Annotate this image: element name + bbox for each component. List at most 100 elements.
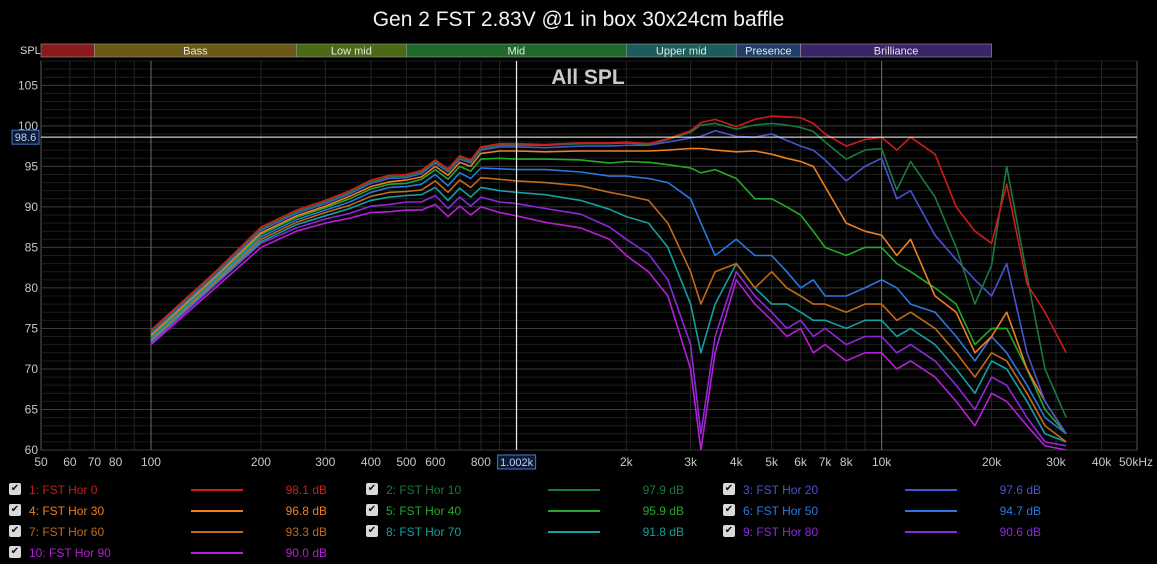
- legend-series-name: 4: FST Hor 30: [29, 504, 105, 518]
- legend-item[interactable]: ✔ 8: FST Hor 70 91.8 dB: [366, 522, 706, 542]
- x-tick-label: 30k: [1046, 455, 1066, 469]
- cursor-y-box: [11, 129, 40, 145]
- band-label: Brilliance: [874, 46, 919, 58]
- series-group: [150, 115, 1067, 450]
- band-label: Mid: [507, 46, 525, 58]
- band-label: Upper mid: [656, 46, 707, 58]
- legend-series-value: 90.0 dB: [285, 546, 327, 560]
- legend-item[interactable]: ✔ 7: FST Hor 60 93.3 dB: [9, 522, 349, 542]
- series-line-6[interactable]: [150, 167, 1067, 435]
- x-tick-label: 800: [471, 455, 491, 469]
- legend-series-value: 91.8 dB: [642, 525, 684, 539]
- series-line-7[interactable]: [150, 176, 1067, 443]
- x-tick-label: 10k: [872, 455, 892, 469]
- x-tick-label: 6k: [794, 455, 808, 469]
- series-line-4[interactable]: [150, 147, 1067, 435]
- cursor-x-label: 1.002k: [500, 457, 534, 469]
- legend-series-value: 97.6 dB: [999, 483, 1041, 497]
- legend-series-value: 97.9 dB: [642, 483, 684, 497]
- y-tick-label: 60: [25, 443, 39, 457]
- x-tick-label: 400: [361, 455, 381, 469]
- legend-series-value: 98.1 dB: [285, 483, 327, 497]
- x-tick-label: 20k: [982, 455, 1002, 469]
- band-label: Low mid: [331, 46, 372, 58]
- x-tick-label: 300: [315, 455, 335, 469]
- x-tick-label: 80: [109, 455, 123, 469]
- cursor-x-box: [497, 454, 537, 470]
- legend-series-name: 8: FST Hor 70: [386, 525, 462, 539]
- series-line-9[interactable]: [150, 194, 1067, 447]
- legend-swatch: [191, 552, 243, 554]
- legend-item[interactable]: ✔ 4: FST Hor 30 96.8 dB: [9, 501, 349, 521]
- x-tick-label: 60: [63, 455, 77, 469]
- series-line-10[interactable]: [150, 203, 1067, 450]
- legend-series-value: 95.9 dB: [642, 504, 684, 518]
- x-tick-label: 40k: [1092, 455, 1112, 469]
- cursor-y-label: 98.6: [15, 132, 36, 144]
- legend-checkbox[interactable]: ✔: [9, 504, 21, 516]
- legend-item[interactable]: ✔ 10: FST Hor 90 90.0 dB: [9, 543, 349, 563]
- legend-swatch: [548, 510, 600, 512]
- y-tick-label: 85: [25, 240, 39, 254]
- band-label: Bass: [183, 46, 208, 58]
- legend-series-name: 5: FST Hor 40: [386, 504, 462, 518]
- legend-series-name: 2: FST Hor 10: [386, 483, 462, 497]
- band-axis-label: SPL: [20, 45, 41, 57]
- x-tick-label: 100: [141, 455, 161, 469]
- x-tick-label: 5k: [765, 455, 779, 469]
- legend-series-name: 3: FST Hor 20: [743, 483, 819, 497]
- legend-swatch: [548, 489, 600, 491]
- y-tick-label: 100: [18, 119, 38, 133]
- legend-checkbox[interactable]: ✔: [366, 483, 378, 495]
- x-tick-label: 3k: [684, 455, 698, 469]
- legend-item[interactable]: ✔ 6: FST Hor 50 94.7 dB: [723, 501, 1063, 521]
- series-line-1[interactable]: [150, 115, 1067, 354]
- legend-item[interactable]: ✔ 1: FST Hor 0 98.1 dB: [9, 480, 349, 500]
- legend-series-name: 1: FST Hor 0: [29, 483, 98, 497]
- band-brilliance: [800, 43, 992, 58]
- legend-item[interactable]: ✔ 5: FST Hor 40 95.9 dB: [366, 501, 706, 521]
- x-tick-label: 600: [425, 455, 445, 469]
- x-tick-label: 50: [34, 455, 48, 469]
- legend-checkbox[interactable]: ✔: [9, 525, 21, 537]
- legend-swatch: [905, 510, 957, 512]
- legend-series-value: 94.7 dB: [999, 504, 1041, 518]
- spl-chart[interactable]: SPL Bass Low mid Mid Upper mid Presence Brilli…: [0, 0, 1157, 478]
- legend-checkbox[interactable]: ✔: [9, 546, 21, 558]
- legend: ✔ 1: FST Hor 0 98.1 dB ✔ 2: FST Hor 10 97.9 d…: [0, 478, 1157, 564]
- y-tick-label: 70: [25, 362, 39, 376]
- legend-series-value: 96.8 dB: [285, 504, 327, 518]
- legend-checkbox[interactable]: ✔: [723, 504, 735, 516]
- legend-series-name: 9: FST Hor 80: [743, 525, 819, 539]
- legend-item[interactable]: ✔ 2: FST Hor 10 97.9 dB: [366, 480, 706, 500]
- x-tick-label: 7k: [819, 455, 833, 469]
- y-tick-label: 95: [25, 159, 39, 173]
- y-tick-label: 65: [25, 402, 39, 416]
- legend-series-value: 90.6 dB: [999, 525, 1041, 539]
- x-tick-label: 50kHz: [1119, 455, 1153, 469]
- legend-series-value: 93.3 dB: [285, 525, 327, 539]
- legend-swatch: [191, 489, 243, 491]
- series-line-3[interactable]: [150, 129, 1067, 435]
- y-tick-label: 75: [25, 321, 39, 335]
- legend-item[interactable]: ✔ 9: FST Hor 80 90.6 dB: [723, 522, 1063, 542]
- series-line-2[interactable]: [150, 122, 1067, 418]
- legend-checkbox[interactable]: ✔: [9, 483, 21, 495]
- legend-checkbox[interactable]: ✔: [366, 504, 378, 516]
- series-line-5[interactable]: [150, 157, 1067, 435]
- x-tick-label: 4k: [730, 455, 744, 469]
- legend-checkbox[interactable]: ✔: [366, 525, 378, 537]
- legend-series-name: 6: FST Hor 50: [743, 504, 819, 518]
- legend-series-name: 7: FST Hor 60: [29, 525, 105, 539]
- series-line-8[interactable]: [150, 186, 1067, 443]
- plot-label: All SPL: [551, 66, 625, 89]
- y-tick-label: 80: [25, 281, 39, 295]
- legend-swatch: [548, 531, 600, 533]
- legend-series-name: 10: FST Hor 90: [29, 546, 111, 560]
- band-sub: [40, 43, 95, 58]
- y-tick-label: 105: [18, 78, 38, 92]
- x-tick-label: 8k: [840, 455, 854, 469]
- legend-item[interactable]: ✔ 3: FST Hor 20 97.6 dB: [723, 480, 1063, 500]
- legend-checkbox[interactable]: ✔: [723, 525, 735, 537]
- legend-checkbox[interactable]: ✔: [723, 483, 735, 495]
